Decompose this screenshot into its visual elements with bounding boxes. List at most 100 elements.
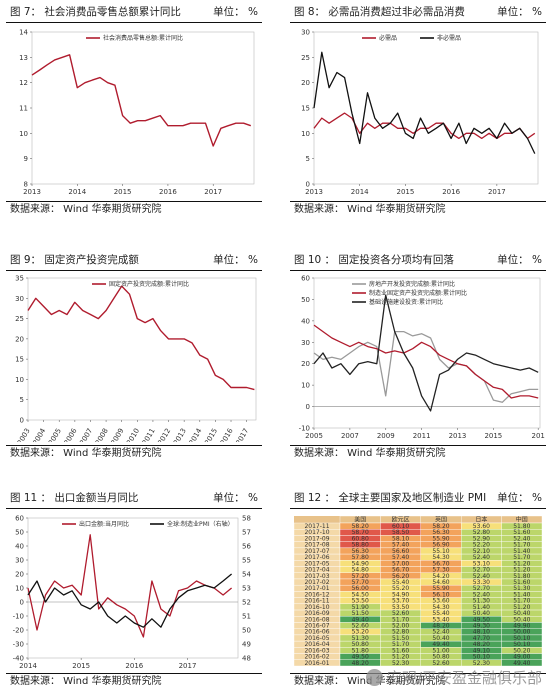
x-tick-label: 2013 bbox=[449, 432, 467, 440]
y-tick-label: 25 bbox=[15, 315, 24, 323]
x-tick-label: 2005 bbox=[305, 432, 323, 440]
heatmap-col-label: 欧元区 bbox=[392, 516, 410, 524]
heatmap-cell-value: 54.30 bbox=[432, 554, 449, 561]
heatmap-cell-value: 49.30 bbox=[473, 622, 490, 629]
plot-area bbox=[313, 277, 541, 429]
y-tick-label: -20 bbox=[13, 627, 24, 635]
x-tick-label: 2014 bbox=[351, 188, 369, 196]
panel-title: 图 8： 必需品消费超过非必需品消费 bbox=[294, 6, 465, 18]
y-tick-label: 5 bbox=[20, 396, 24, 404]
chart-retail-sales: 8 9 10 11 12 13 14 2013 2014 2015 2016 2017 社会消费品零售总… bbox=[19, 29, 255, 196]
x-tick-label: 2013 bbox=[172, 427, 188, 442]
heatmap-row-label: 2017-06 bbox=[304, 554, 329, 561]
heatmap-row-label: 2016-10 bbox=[304, 604, 329, 611]
heatmap-cell-value: 52.90 bbox=[473, 535, 490, 542]
y-tick-label: -10 bbox=[299, 425, 310, 433]
wechat-icon bbox=[365, 669, 383, 686]
heatmap-row-label: 2017-05 bbox=[304, 560, 329, 567]
heatmap-cell-value: 50.80 bbox=[432, 654, 449, 661]
x-tick-label: 2009 bbox=[377, 432, 395, 440]
heatmap-cell-value: 57.00 bbox=[392, 560, 409, 567]
x-tick-label: 2014 bbox=[19, 662, 37, 670]
x-tick-label: 2008 bbox=[94, 427, 110, 442]
x-tick-label: 2013 bbox=[23, 188, 41, 196]
x-tick-label: 2015 bbox=[72, 662, 90, 670]
panel-unit: 单位： % bbox=[213, 6, 258, 18]
heatmap-cell-value: 53.10 bbox=[473, 560, 490, 567]
panel-header: 图 8： 必需品消费超过非必需品消费 单位： % bbox=[290, 4, 546, 23]
series-line bbox=[313, 324, 539, 399]
heatmap-row-label: 2016-01 bbox=[304, 660, 329, 667]
y2-tick-label: 58 bbox=[242, 515, 251, 523]
y2-tick-label: 52 bbox=[242, 599, 251, 607]
y-tick-label: 40 bbox=[301, 317, 310, 325]
heatmap-cell-value: 60.80 bbox=[352, 535, 369, 542]
y-tick-label: 10 bbox=[301, 130, 310, 138]
heatmap-row-label: 2017-09 bbox=[304, 535, 329, 542]
y-tick-label: 10 bbox=[301, 382, 310, 390]
y-tick-label: 35 bbox=[15, 275, 24, 283]
heatmap-cell-value: 50.40 bbox=[432, 635, 449, 642]
series-line bbox=[313, 112, 536, 140]
panel-fig10: 图 10 ： 固定投资各分项均有回落 单位： % -10 0 10 20 30 40 50 6… bbox=[290, 252, 546, 464]
plot-area bbox=[27, 277, 257, 421]
panel-fig11: 图 11 ： 出口金额当月同比 单位： % -40 -30 -20 -10 0 10 20 3… bbox=[6, 490, 262, 692]
heatmap-row-label: 2017-08 bbox=[304, 542, 329, 549]
x-tick-label: 2017 bbox=[235, 427, 251, 442]
heatmap-cell-value: 53.20 bbox=[352, 629, 369, 636]
plot-area bbox=[27, 517, 239, 659]
x-tick-label: 2007 bbox=[78, 427, 94, 442]
x-tick-label: 2003 bbox=[16, 427, 32, 442]
heatmap-cell-value: 53.60 bbox=[432, 598, 449, 605]
heatmap-cell-value: 52.30 bbox=[473, 660, 490, 667]
heatmap-cell-value: 51.60 bbox=[513, 529, 530, 536]
y-tick-label: 14 bbox=[19, 29, 28, 37]
watermark-text: 宏观/平安盈金融俱乐部 bbox=[386, 669, 542, 687]
heatmap-cell-value: 55.10 bbox=[432, 548, 449, 555]
panel-header: 图 12 ： 全球主要国家及地区制造业 PMI 单位： % bbox=[290, 490, 546, 509]
heatmap-row-label: 2016-08 bbox=[304, 616, 329, 623]
y-tick-label: 15 bbox=[301, 105, 310, 113]
panel-title: 图 12 ： 全球主要国家及地区制造业 PMI bbox=[294, 492, 487, 504]
heatmap-cell-value: 50.40 bbox=[473, 610, 490, 617]
panel-unit: 单位： % bbox=[497, 492, 542, 504]
y-tick-label: 13 bbox=[19, 54, 28, 62]
series-line bbox=[313, 51, 536, 154]
heatmap-cell-value: 52.40 bbox=[513, 535, 530, 542]
heatmap-cell-value: 58.20 bbox=[432, 523, 449, 530]
panel-unit: 单位： % bbox=[497, 6, 542, 18]
heatmap-cell-value: 51.70 bbox=[513, 554, 530, 561]
x-tick-label: 2004 bbox=[32, 427, 48, 442]
heatmap-cell-value: 54.50 bbox=[352, 591, 369, 598]
y-tick-label: 25 bbox=[301, 54, 310, 62]
y-tick-label: 0 bbox=[306, 181, 310, 189]
heatmap-cell-value: 51.70 bbox=[513, 542, 530, 549]
panel-unit: 单位： % bbox=[497, 254, 542, 266]
heatmap-cell-value: 49.00 bbox=[513, 654, 530, 661]
heatmap-cell-value: 53.50 bbox=[392, 604, 409, 611]
heatmap-cell-value: 57.80 bbox=[352, 554, 369, 561]
heatmap-cell-value: 48.20 bbox=[352, 660, 369, 667]
heatmap-cell-value: 55.40 bbox=[392, 579, 409, 586]
x-tick-label: 2016 bbox=[219, 427, 235, 442]
panel-header: 图 10 ： 固定投资各分项均有回落 单位： % bbox=[290, 252, 546, 271]
heatmap-cell-value: 51.40 bbox=[513, 548, 530, 555]
y-tick-label: 10 bbox=[19, 130, 28, 138]
chart-export-growth: -40 -30 -20 -10 0 10 20 30 40 50 60 48 49 50 51 52 53 54 5… bbox=[13, 515, 252, 671]
heatmap-cell-value: 57.30 bbox=[432, 567, 449, 574]
watermark: 宏观/平安盈金融俱乐部 bbox=[365, 667, 542, 688]
x-tick-label: 2016 bbox=[159, 188, 177, 196]
y-tick-label: 30 bbox=[301, 339, 310, 347]
heatmap-cell-value: 51.30 bbox=[352, 635, 369, 642]
panel-fig12: 图 12 ： 全球主要国家及地区制造业 PMI 单位： % 美国 欧元区 英国 日本 中… bbox=[290, 490, 546, 692]
heatmap-cell-value: 52.80 bbox=[392, 629, 409, 636]
heatmap-cell-value: 52.40 bbox=[473, 573, 490, 580]
heatmap-cell-value: 58.80 bbox=[352, 542, 369, 549]
heatmap-row-label: 2017-01 bbox=[304, 585, 329, 592]
heatmap-row-label: 2017-11 bbox=[304, 523, 329, 530]
y-tick-label: 0 bbox=[306, 403, 310, 411]
heatmap-cell-value: 57.40 bbox=[392, 542, 409, 549]
y-tick-label: 60 bbox=[301, 275, 310, 283]
y2-tick-label: 54 bbox=[242, 571, 251, 579]
heatmap-cell-value: 52.60 bbox=[352, 622, 369, 629]
